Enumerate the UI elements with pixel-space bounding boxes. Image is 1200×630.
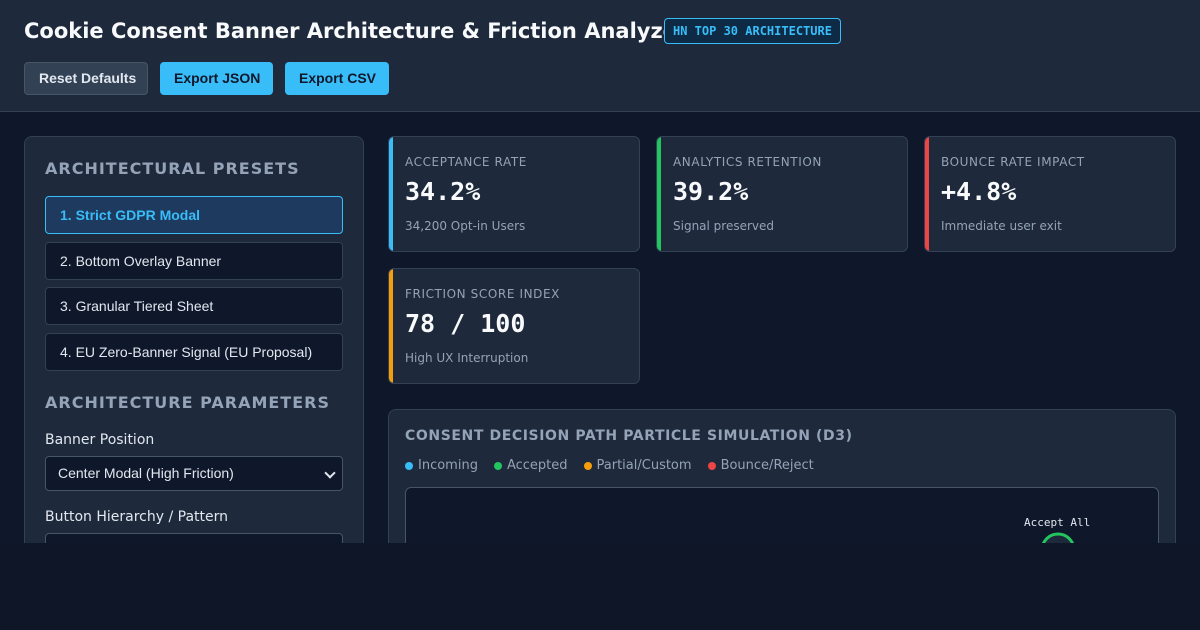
metric-subtext: 34,200 Opt-in Users bbox=[405, 219, 526, 233]
metric-subtext: Signal preserved bbox=[673, 219, 775, 233]
metric-label: BOUNCE RATE IMPACT bbox=[941, 155, 1085, 169]
accept-all-node-label: Accept All bbox=[1024, 516, 1091, 529]
accent-bar bbox=[925, 137, 929, 251]
simulation-title: CONSENT DECISION PATH PARTICLE SIMULATIO… bbox=[405, 428, 853, 444]
metric-value: 34.2% bbox=[405, 177, 481, 206]
metric-subtext: Immediate user exit bbox=[941, 219, 1062, 233]
metric-value: 78 / 100 bbox=[405, 309, 526, 338]
incoming-dot-icon bbox=[405, 461, 413, 470]
legend-label: Accepted bbox=[506, 458, 568, 473]
page-title: Cookie Consent Banner Architecture & Fri… bbox=[24, 19, 688, 43]
accept-all-node bbox=[1041, 532, 1075, 543]
parameters-heading: ARCHITECTURE PARAMETERS bbox=[45, 393, 330, 412]
app-header: Cookie Consent Banner Architecture & Fri… bbox=[0, 0, 1200, 112]
bounce-rate-card: BOUNCE RATE IMPACT +4.8% Immediate user … bbox=[924, 136, 1176, 252]
preset-eu-zero-banner[interactable]: 4. EU Zero-Banner Signal (EU Proposal) bbox=[45, 333, 343, 371]
metric-subtext: High UX Interruption bbox=[405, 351, 529, 365]
metric-label: FRICTION SCORE INDEX bbox=[405, 287, 560, 301]
legend-bounce: Bounce/Reject bbox=[707, 458, 814, 473]
metric-label: ACCEPTANCE RATE bbox=[405, 155, 527, 169]
legend-accepted: Accepted bbox=[493, 458, 568, 473]
hn-badge: HN TOP 30 ARCHITECTURE bbox=[664, 18, 841, 44]
metric-label: ANALYTICS RETENTION bbox=[673, 155, 822, 169]
legend-incoming: Incoming bbox=[405, 458, 478, 473]
reset-defaults-button[interactable]: Reset Defaults bbox=[24, 62, 148, 95]
legend-label: Bounce/Reject bbox=[720, 458, 814, 473]
metric-value: 39.2% bbox=[673, 177, 749, 206]
bounce-dot-icon bbox=[707, 461, 716, 470]
preset-strict-gdpr-modal[interactable]: 1. Strict GDPR Modal bbox=[45, 196, 343, 234]
legend-label: Incoming bbox=[418, 458, 478, 473]
accepted-dot-icon bbox=[493, 461, 502, 470]
acceptance-rate-card: ACCEPTANCE RATE 34.2% 34,200 Opt-in User… bbox=[388, 136, 640, 252]
friction-score-card: FRICTION SCORE INDEX 78 / 100 High UX In… bbox=[388, 268, 640, 384]
button-hierarchy-label: Button Hierarchy / Pattern bbox=[45, 509, 228, 525]
accent-bar bbox=[389, 269, 393, 383]
accent-bar bbox=[389, 137, 393, 251]
presets-heading: ARCHITECTURAL PRESETS bbox=[45, 159, 300, 178]
export-csv-button[interactable]: Export CSV bbox=[285, 62, 389, 95]
banner-position-select[interactable]: Center Modal (High Friction) bbox=[45, 456, 343, 491]
banner-position-value: Center Modal (High Friction) bbox=[58, 465, 234, 481]
accent-bar bbox=[657, 137, 661, 251]
partial-dot-icon bbox=[583, 461, 592, 470]
banner-position-label: Banner Position bbox=[45, 432, 155, 448]
analytics-retention-card: ANALYTICS RETENTION 39.2% Signal preserv… bbox=[656, 136, 908, 252]
legend-partial: Partial/Custom bbox=[583, 458, 692, 473]
export-json-button[interactable]: Export JSON bbox=[160, 62, 273, 95]
button-hierarchy-select[interactable] bbox=[45, 533, 343, 543]
preset-granular-tiered-sheet[interactable]: 3. Granular Tiered Sheet bbox=[45, 287, 343, 325]
app-viewport: Cookie Consent Banner Architecture & Fri… bbox=[0, 0, 1200, 543]
preset-bottom-overlay-banner[interactable]: 2. Bottom Overlay Banner bbox=[45, 242, 343, 280]
simulation-legend: Incoming Accepted Partial/Custom Bounce/… bbox=[405, 458, 814, 473]
control-sidebar: ARCHITECTURAL PRESETS 1. Strict GDPR Mod… bbox=[24, 136, 364, 543]
particle-simulation-panel: CONSENT DECISION PATH PARTICLE SIMULATIO… bbox=[388, 409, 1176, 543]
simulation-canvas[interactable]: Accept All bbox=[405, 487, 1159, 543]
chevron-down-icon bbox=[324, 467, 336, 479]
metric-value: +4.8% bbox=[941, 177, 1017, 206]
legend-label: Partial/Custom bbox=[596, 458, 692, 473]
